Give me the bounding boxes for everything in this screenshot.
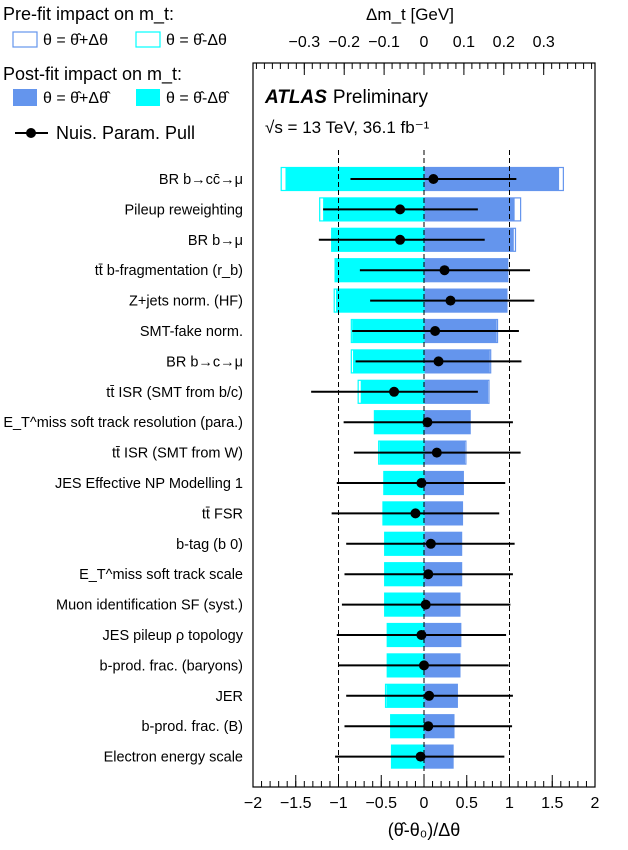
pull-marker xyxy=(416,478,427,488)
reference-lines xyxy=(338,150,510,787)
atlas-suffix: Preliminary xyxy=(333,87,429,108)
category-label: JER xyxy=(216,689,243,705)
pull-markers xyxy=(311,174,535,762)
top-tick-label: 0.2 xyxy=(493,34,515,51)
pull-legend-marker xyxy=(26,128,36,138)
category-labels: BR b→cc̄→μ Pileup reweighting BR b→μ tt̄ b-… xyxy=(3,172,243,766)
category-label: BR b→cc̄→μ xyxy=(159,172,243,188)
prefit-up-label: θ = θ̂+Δθ xyxy=(43,32,108,49)
experiment-label: ATLAS Preliminary xyxy=(264,87,428,108)
category-label: b-prod. frac. (B) xyxy=(141,719,243,735)
x-tick-label: −2 xyxy=(244,795,262,812)
prefit-legend-title: Pre-fit impact on m_t: xyxy=(3,4,174,25)
pull-marker xyxy=(425,538,436,549)
pull-marker xyxy=(428,174,439,184)
category-label: Z+jets norm. (HF) xyxy=(129,294,243,310)
x-tick-label: 0 xyxy=(420,795,429,812)
x-tick-label: 0.5 xyxy=(456,795,478,812)
pull-marker xyxy=(389,386,400,397)
category-label: Muon identification SF (syst.) xyxy=(56,598,243,614)
prefit-down-label: θ = θ̂-Δθ xyxy=(166,32,227,49)
category-label: b-prod. frac. (baryons) xyxy=(100,658,243,674)
category-label: BR b→μ xyxy=(188,233,243,249)
prefit-down-swatch xyxy=(135,31,161,48)
impact-bars xyxy=(280,166,564,769)
top-axis-label: Δm_t [GeV] xyxy=(366,5,454,24)
pull-marker xyxy=(439,265,450,276)
pull-marker xyxy=(422,417,433,428)
postfit-legend-title: Post-fit impact on m_t: xyxy=(3,64,182,85)
pull-marker xyxy=(423,721,434,732)
x-axis-label: (θ̂-θ₀)/Δθ xyxy=(388,820,461,840)
category-label: E_T^miss soft track resolution (para.) xyxy=(3,415,243,431)
x-tick-label: 2 xyxy=(591,795,600,812)
top-tick-label: −0.1 xyxy=(368,34,400,51)
x-tick-label: −1.5 xyxy=(280,795,312,812)
pull-marker xyxy=(420,599,431,610)
pull-marker xyxy=(410,508,421,519)
category-label: Electron energy scale xyxy=(104,750,243,766)
axis-ticks: −2 −1.5 −1 −0.5 0 0.5 1 1.5 2 −0.3 −0.2 −0.1 0 0.1 0.2… xyxy=(244,34,600,812)
postfit-down-swatch xyxy=(136,89,160,106)
top-tick-label: 0.1 xyxy=(453,34,475,51)
x-tick-label: −0.5 xyxy=(365,795,397,812)
postfit-up-label: θ = θ̂+Δθ̂ xyxy=(43,90,111,107)
category-label: b-tag (b 0) xyxy=(176,537,243,553)
pull-marker xyxy=(424,690,435,701)
category-label: BR b→c→μ xyxy=(166,354,243,370)
pull-marker xyxy=(445,295,456,306)
pull-marker xyxy=(431,447,442,458)
category-label: tt̄ FSR xyxy=(202,506,243,522)
top-tick-label: 0 xyxy=(420,34,429,51)
category-label: E_T^miss soft track scale xyxy=(79,567,243,583)
category-label: SMT-fake norm. xyxy=(140,324,243,340)
category-label: tt̄ b-fragmentation (r_b) xyxy=(95,263,243,279)
pull-marker xyxy=(416,630,427,640)
category-label: Pileup reweighting xyxy=(125,202,244,218)
postfit-up-swatch xyxy=(13,89,37,106)
pull-marker xyxy=(415,751,426,762)
top-tick-label: −0.3 xyxy=(289,34,321,51)
postfit-down-label: θ = θ̂-Δθ̂ xyxy=(166,90,230,107)
prefit-up-swatch xyxy=(12,31,38,48)
x-tick-label: 1 xyxy=(505,795,514,812)
energy-lumi-label: √s = 13 TeV, 36.1 fb⁻¹ xyxy=(265,118,430,137)
x-tick-label: −1 xyxy=(329,795,347,812)
pull-marker xyxy=(430,326,441,336)
pull-marker xyxy=(395,234,406,245)
category-label: tt̄ ISR (SMT from W) xyxy=(112,446,243,462)
category-label: tt̄ ISR (SMT from b/c) xyxy=(106,385,243,401)
pull-marker xyxy=(419,660,429,671)
category-label: JES Effective NP Modelling 1 xyxy=(55,476,243,492)
atlas-name: ATLAS xyxy=(264,87,327,108)
legend: Pre-fit impact on m_t: θ = θ̂+Δθ θ = θ̂-… xyxy=(3,4,230,143)
category-label: JES pileup ρ topology xyxy=(103,628,244,644)
pull-marker xyxy=(433,356,444,367)
pull-marker xyxy=(395,204,406,215)
top-tick-label: 0.3 xyxy=(533,34,555,51)
pull-marker xyxy=(423,569,434,580)
top-tick-label: −0.2 xyxy=(328,34,360,51)
pull-legend-label: Nuis. Param. Pull xyxy=(56,123,195,143)
x-tick-label: 1.5 xyxy=(541,795,563,812)
